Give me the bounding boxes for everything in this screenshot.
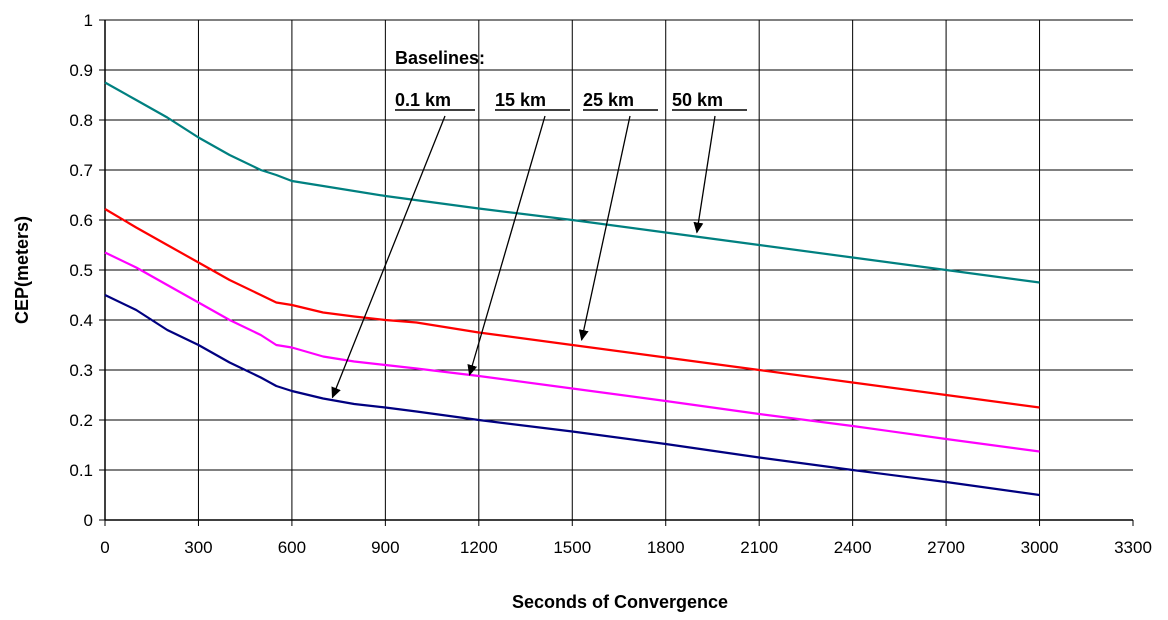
series-line-25-km bbox=[104, 208, 1040, 409]
series-label: 0.1 km bbox=[395, 90, 451, 110]
x-axis-title: Seconds of Convergence bbox=[512, 592, 728, 612]
y-tick-label: 1 bbox=[84, 11, 93, 30]
x-tick-label: 0 bbox=[100, 538, 109, 557]
series-label: 25 km bbox=[583, 90, 634, 110]
x-tick-label: 1200 bbox=[460, 538, 498, 557]
y-tick-label: 0.6 bbox=[69, 211, 93, 230]
gridlines bbox=[105, 19, 1133, 520]
annotation-arrow bbox=[331, 115, 446, 399]
y-tick-label: 0.5 bbox=[69, 261, 93, 280]
y-tick-label: 0.3 bbox=[69, 361, 93, 380]
x-tick-label: 300 bbox=[184, 538, 212, 557]
x-tick-label: 3300 bbox=[1114, 538, 1152, 557]
y-tick-label: 0.8 bbox=[69, 111, 93, 130]
series-line-0-1-km bbox=[104, 294, 1040, 497]
x-tick-label: 2100 bbox=[740, 538, 778, 557]
annotation-arrow bbox=[578, 115, 631, 341]
x-tick-label: 3000 bbox=[1021, 538, 1059, 557]
x-tick-label: 1800 bbox=[647, 538, 685, 557]
y-tick-label: 0 bbox=[84, 511, 93, 530]
x-tick-labels: 0 300 600 900 1200 1500 1800 2100 2400 2700 3000 33… bbox=[100, 538, 1152, 557]
x-tick-label: 600 bbox=[278, 538, 306, 557]
y-tick-label: 0.1 bbox=[69, 461, 93, 480]
series-lines bbox=[104, 81, 1040, 497]
x-tick-label: 2400 bbox=[834, 538, 872, 557]
x-tick-label: 1500 bbox=[553, 538, 591, 557]
series-line-15-km bbox=[104, 251, 1040, 453]
y-tick-label: 0.4 bbox=[69, 311, 93, 330]
axes bbox=[99, 19, 1134, 526]
legend-title: Baselines: bbox=[395, 48, 485, 68]
y-tick-labels: 0 0.1 0.2 0.3 0.4 0.5 0.6 0.7 0.8 0.9 1 bbox=[69, 11, 93, 530]
series-line-50-km bbox=[104, 81, 1040, 284]
annotation-arrow bbox=[693, 115, 716, 234]
y-tick-label: 0.7 bbox=[69, 161, 93, 180]
y-tick-label: 0.2 bbox=[69, 411, 93, 430]
x-tick-label: 2700 bbox=[927, 538, 965, 557]
annotation-arrow bbox=[467, 115, 546, 376]
y-tick-label: 0.9 bbox=[69, 61, 93, 80]
y-axis-title: CEP(meters) bbox=[12, 216, 32, 324]
series-label: 50 km bbox=[672, 90, 723, 110]
series-label: 15 km bbox=[495, 90, 546, 110]
baseline-annotations: 0.1 km 15 km 25 km 50 km bbox=[331, 90, 747, 399]
x-tick-label: 900 bbox=[371, 538, 399, 557]
